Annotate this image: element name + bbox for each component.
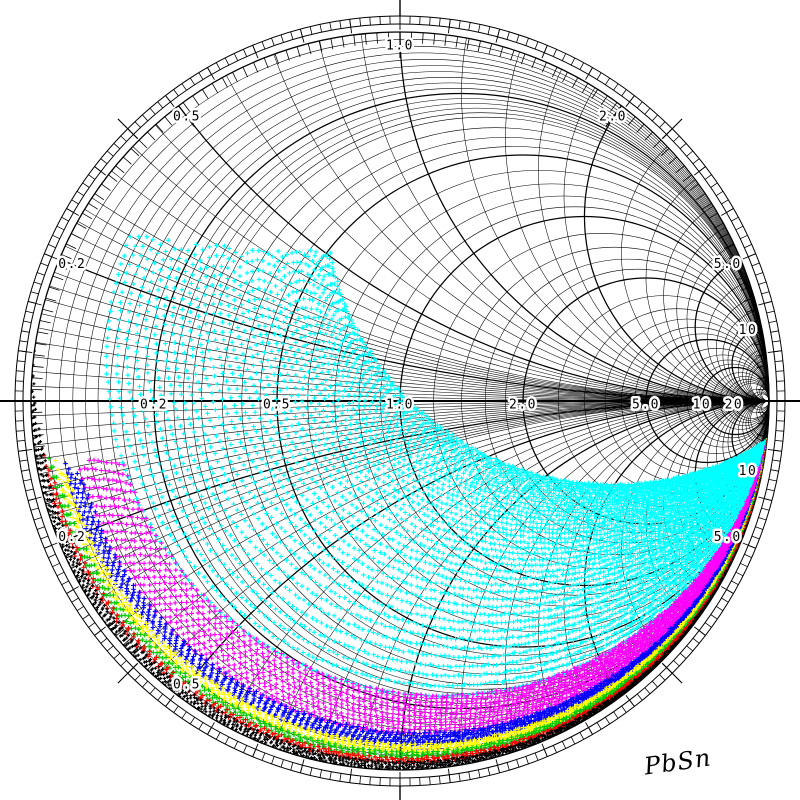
reactance-arc <box>91 400 770 605</box>
data-traces <box>31 234 769 770</box>
reactance-label-upper: 0.2 <box>58 257 86 272</box>
reactance-arc <box>77 400 769 581</box>
reactance-arc <box>226 400 770 727</box>
resistance-axis-label: 10 <box>693 398 712 413</box>
reactance-arc <box>178 400 770 697</box>
resistance-axis-label: 5.0 <box>632 398 660 413</box>
reactance-arc <box>645 179 770 402</box>
reactance-arc <box>621 146 770 402</box>
reactance-arc <box>663 205 770 402</box>
reactance-arc <box>111 400 770 632</box>
reactance-label-upper: 2.0 <box>599 110 627 125</box>
reactance-arc <box>505 51 770 402</box>
reactance-arc <box>399 31 770 402</box>
reactance-arc <box>71 233 769 402</box>
reactance-arc <box>686 244 770 402</box>
resistance-axis-label: 2.0 <box>509 398 537 413</box>
reactance-arc <box>111 170 770 402</box>
reactance-arc <box>361 33 770 402</box>
reactance-arc <box>226 75 770 402</box>
resistance-axis-label: 0.5 <box>263 398 291 413</box>
reactance-arc <box>461 37 770 402</box>
reactance-arc <box>731 327 769 402</box>
reactance-arc <box>738 339 769 402</box>
reactance-arc <box>742 348 769 402</box>
reactance-arc <box>77 221 769 402</box>
resistance-axis-label: 20 <box>725 398 744 413</box>
reactance-label-upper: 10 <box>739 323 758 338</box>
reactance-arc <box>318 400 770 762</box>
reactance-arc <box>583 105 770 402</box>
grid-labels: 0.2 0.5 1.0 2.0 5.0 10 0.2 0.5 5.0 10 0.2 0.5 1.0 2.0… <box>56 36 759 695</box>
reactance-arc <box>707 281 770 402</box>
reactance-arc <box>84 209 769 402</box>
reactance-arc <box>155 124 770 402</box>
reactance-arc <box>273 54 770 402</box>
reactance-arc <box>318 40 770 402</box>
reactance-label-lower: 0.5 <box>173 678 201 693</box>
resistance-axis-label: 0.2 <box>140 398 168 413</box>
reactance-arc <box>178 105 770 402</box>
reactance-arc <box>49 400 769 517</box>
reactance-arc <box>155 400 770 678</box>
band-cyan <box>104 234 769 699</box>
reactance-label-lower: 5.0 <box>714 530 742 545</box>
reactance-arc <box>716 297 770 402</box>
reactance-label-upper: 5.0 <box>714 257 742 272</box>
reactance-label-upper: 0.5 <box>173 110 201 125</box>
reactance-label-lower: 10 <box>739 464 758 479</box>
reactance-arc <box>59 400 769 544</box>
reactance-arc <box>91 197 770 402</box>
reactance-arc <box>132 146 770 402</box>
resistance-axis-label: 1.0 <box>386 398 414 413</box>
reactance-arc <box>59 258 769 402</box>
reactance-arc <box>49 285 769 402</box>
reactance-arc <box>745 400 769 448</box>
reactance-arc <box>745 354 769 402</box>
reactance-label-upper: 1.0 <box>386 39 414 54</box>
reactance-arc <box>45 299 769 402</box>
reactance-arc <box>538 69 770 402</box>
crosshair-diagonal-marks <box>117 118 683 684</box>
reactance-label-lower: 0.2 <box>58 530 86 545</box>
reactance-arc <box>563 87 770 402</box>
reactance-arc <box>694 258 770 402</box>
